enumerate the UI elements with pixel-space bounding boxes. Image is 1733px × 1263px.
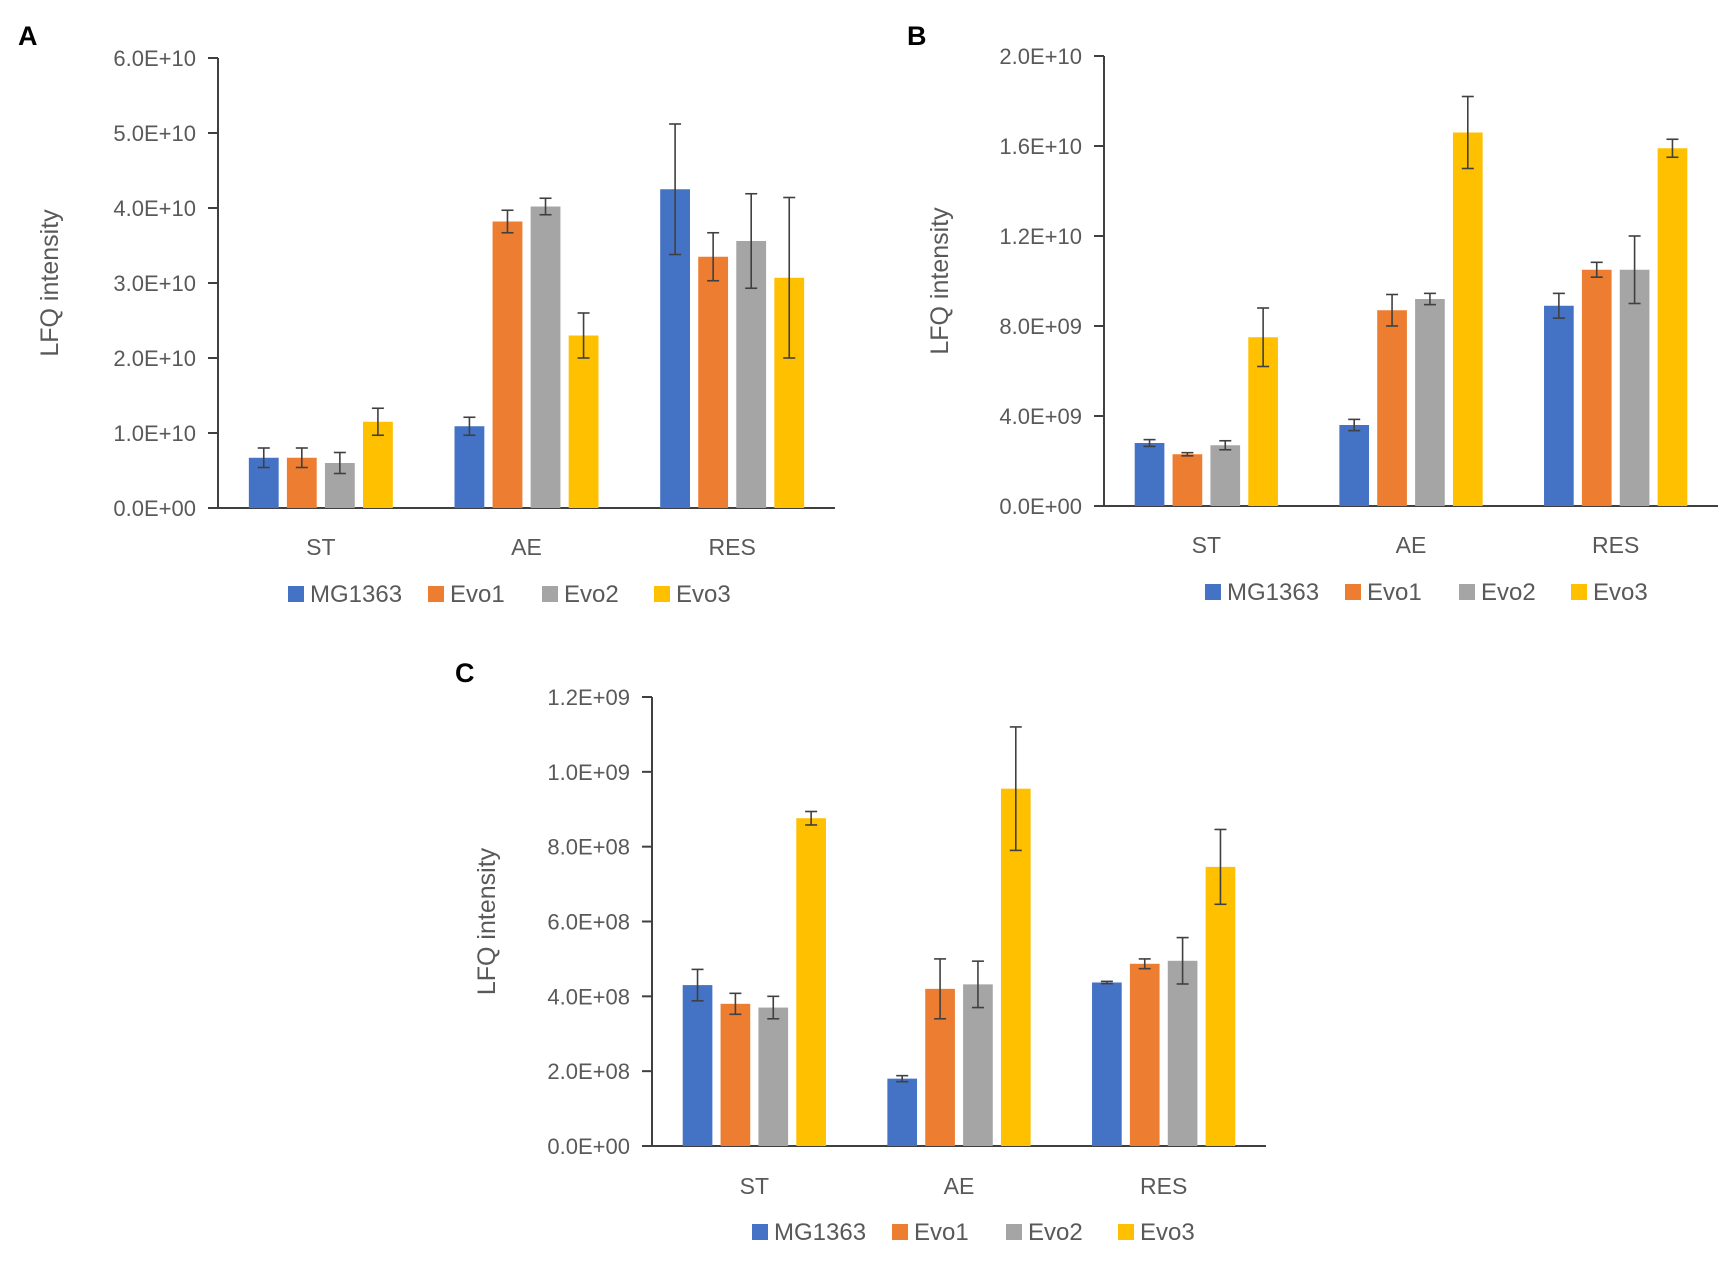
legend-label: Evo1 (914, 1219, 969, 1246)
legend-swatch-evo3 (1118, 1224, 1134, 1240)
y-tick-label: 0.0E+00 (999, 494, 1082, 519)
y-axis-label: LFQ intensity (926, 207, 954, 355)
y-tick-label: 8.0E+08 (547, 835, 630, 860)
bar-evo3-st (362, 421, 393, 508)
y-tick-label: 2.0E+08 (547, 1059, 630, 1084)
bar-evo2-ae (530, 206, 561, 508)
bar-evo1-res (1129, 963, 1160, 1146)
y-tick-label: 8.0E+09 (999, 314, 1082, 339)
legend-label: Evo1 (1367, 579, 1422, 606)
legend-swatch-evo3 (654, 586, 670, 602)
y-tick-label: 4.0E+09 (999, 404, 1082, 429)
legend-label: Evo1 (450, 581, 505, 608)
bar-evo3-res (1657, 148, 1688, 506)
chart-panel-c: C 0.0E+00 2.0E+08 4.0E+08 6.0E+08 8.0E+08 1.0E… (455, 658, 1266, 1246)
legend-label: Evo2 (564, 581, 619, 608)
bar-evo3-st (796, 818, 826, 1146)
bar-evo1-res (1581, 269, 1612, 506)
x-tick-label: AE (944, 1173, 975, 1199)
y-axis-label: LFQ intensity (36, 209, 64, 357)
x-tick-label: ST (306, 534, 335, 560)
legend-label: MG1363 (310, 581, 402, 608)
chart-panel-a: A 0.0E+00 1.0E+10 2.0E+10 3.0E+10 4.0E+10 5.0E… (18, 21, 835, 608)
y-tick-label: 1.0E+10 (113, 421, 196, 446)
bar-mg1363-ae (454, 426, 485, 508)
y-tick-label: 1.2E+10 (999, 224, 1082, 249)
bar-evo2-ae (963, 984, 993, 1146)
legend-swatch-evo1 (1345, 584, 1361, 600)
y-tick-label: 4.0E+10 (113, 196, 196, 221)
legend-swatch-mg1363 (752, 1224, 768, 1240)
y-tick-label: 0.0E+00 (547, 1134, 630, 1159)
legend-swatch-evo2 (542, 586, 558, 602)
x-tick-label: AE (511, 534, 542, 560)
x-tick-label: AE (1396, 532, 1427, 558)
bar-evo1-res (698, 256, 729, 508)
bar-evo3-ae (568, 335, 599, 508)
legend-label: Evo3 (1140, 1219, 1195, 1246)
legend-label: MG1363 (774, 1219, 866, 1246)
legend-label: MG1363 (1227, 579, 1319, 606)
bar-mg1363-res (1544, 305, 1574, 506)
legend-swatch-evo1 (428, 586, 444, 602)
bar-mg1363-ae (887, 1078, 918, 1146)
bar-evo3-res (1205, 866, 1236, 1146)
x-tick-label: RES (1140, 1173, 1187, 1199)
y-tick-label: 1.0E+09 (547, 760, 630, 785)
legend-label: Evo3 (1593, 579, 1648, 606)
legend-swatch-evo3 (1571, 584, 1587, 600)
bar-mg1363-st (1134, 443, 1165, 506)
legend-swatch-evo2 (1459, 584, 1475, 600)
bar-mg1363-st (682, 985, 713, 1146)
bar-evo2-res (1167, 960, 1198, 1146)
bar-evo2-st (1210, 445, 1241, 506)
legend: MG1363 Evo1 Evo2 Evo3 (1205, 579, 1648, 606)
panel-letter: B (907, 21, 927, 51)
y-tick-label: 3.0E+10 (113, 271, 196, 296)
legend-swatch-mg1363 (288, 586, 304, 602)
bar-evo1-ae (1377, 310, 1407, 506)
legend: MG1363 Evo1 Evo2 Evo3 (752, 1219, 1195, 1246)
x-tick-label: RES (1592, 532, 1639, 558)
legend-swatch-evo2 (1006, 1224, 1022, 1240)
legend-label: Evo3 (676, 581, 731, 608)
bar-mg1363-ae (1339, 425, 1370, 506)
y-axis-label: LFQ intensity (473, 847, 501, 995)
x-tick-label: RES (709, 534, 756, 560)
legend-swatch-evo1 (892, 1224, 908, 1240)
bar-evo3-ae (1452, 132, 1483, 506)
bar-mg1363-res (1092, 982, 1122, 1146)
bar-evo2-res (1619, 269, 1650, 506)
legend-swatch-mg1363 (1205, 584, 1221, 600)
y-tick-label: 5.0E+10 (113, 121, 196, 146)
y-tick-label: 0.0E+00 (113, 496, 196, 521)
y-tick-label: 1.6E+10 (999, 134, 1082, 159)
y-tick-label: 2.0E+10 (113, 346, 196, 371)
legend: MG1363 Evo1 Evo2 Evo3 (288, 581, 731, 608)
y-tick-label: 4.0E+08 (547, 984, 630, 1009)
bar-evo1-st (720, 1003, 751, 1146)
y-tick-label: 2.0E+10 (999, 44, 1082, 69)
bar-evo1-st (1172, 454, 1203, 506)
panel-letter: C (455, 658, 475, 688)
y-tick-label: 6.0E+08 (547, 910, 630, 935)
panel-letter: A (18, 21, 38, 51)
bar-evo1-ae (492, 221, 523, 508)
legend-label: Evo2 (1028, 1219, 1083, 1246)
chart-panel-b: B 0.0E+00 4.0E+09 8.0E+09 1.2E+10 1.6E+10 2.0E… (907, 21, 1718, 606)
y-tick-label: 1.2E+09 (547, 685, 630, 710)
bar-evo2-ae (1415, 299, 1445, 506)
legend-label: Evo2 (1481, 579, 1536, 606)
bar-evo2-st (758, 1007, 789, 1146)
y-tick-label: 6.0E+10 (113, 46, 196, 71)
x-tick-label: ST (740, 1173, 769, 1199)
x-tick-label: ST (1192, 532, 1221, 558)
